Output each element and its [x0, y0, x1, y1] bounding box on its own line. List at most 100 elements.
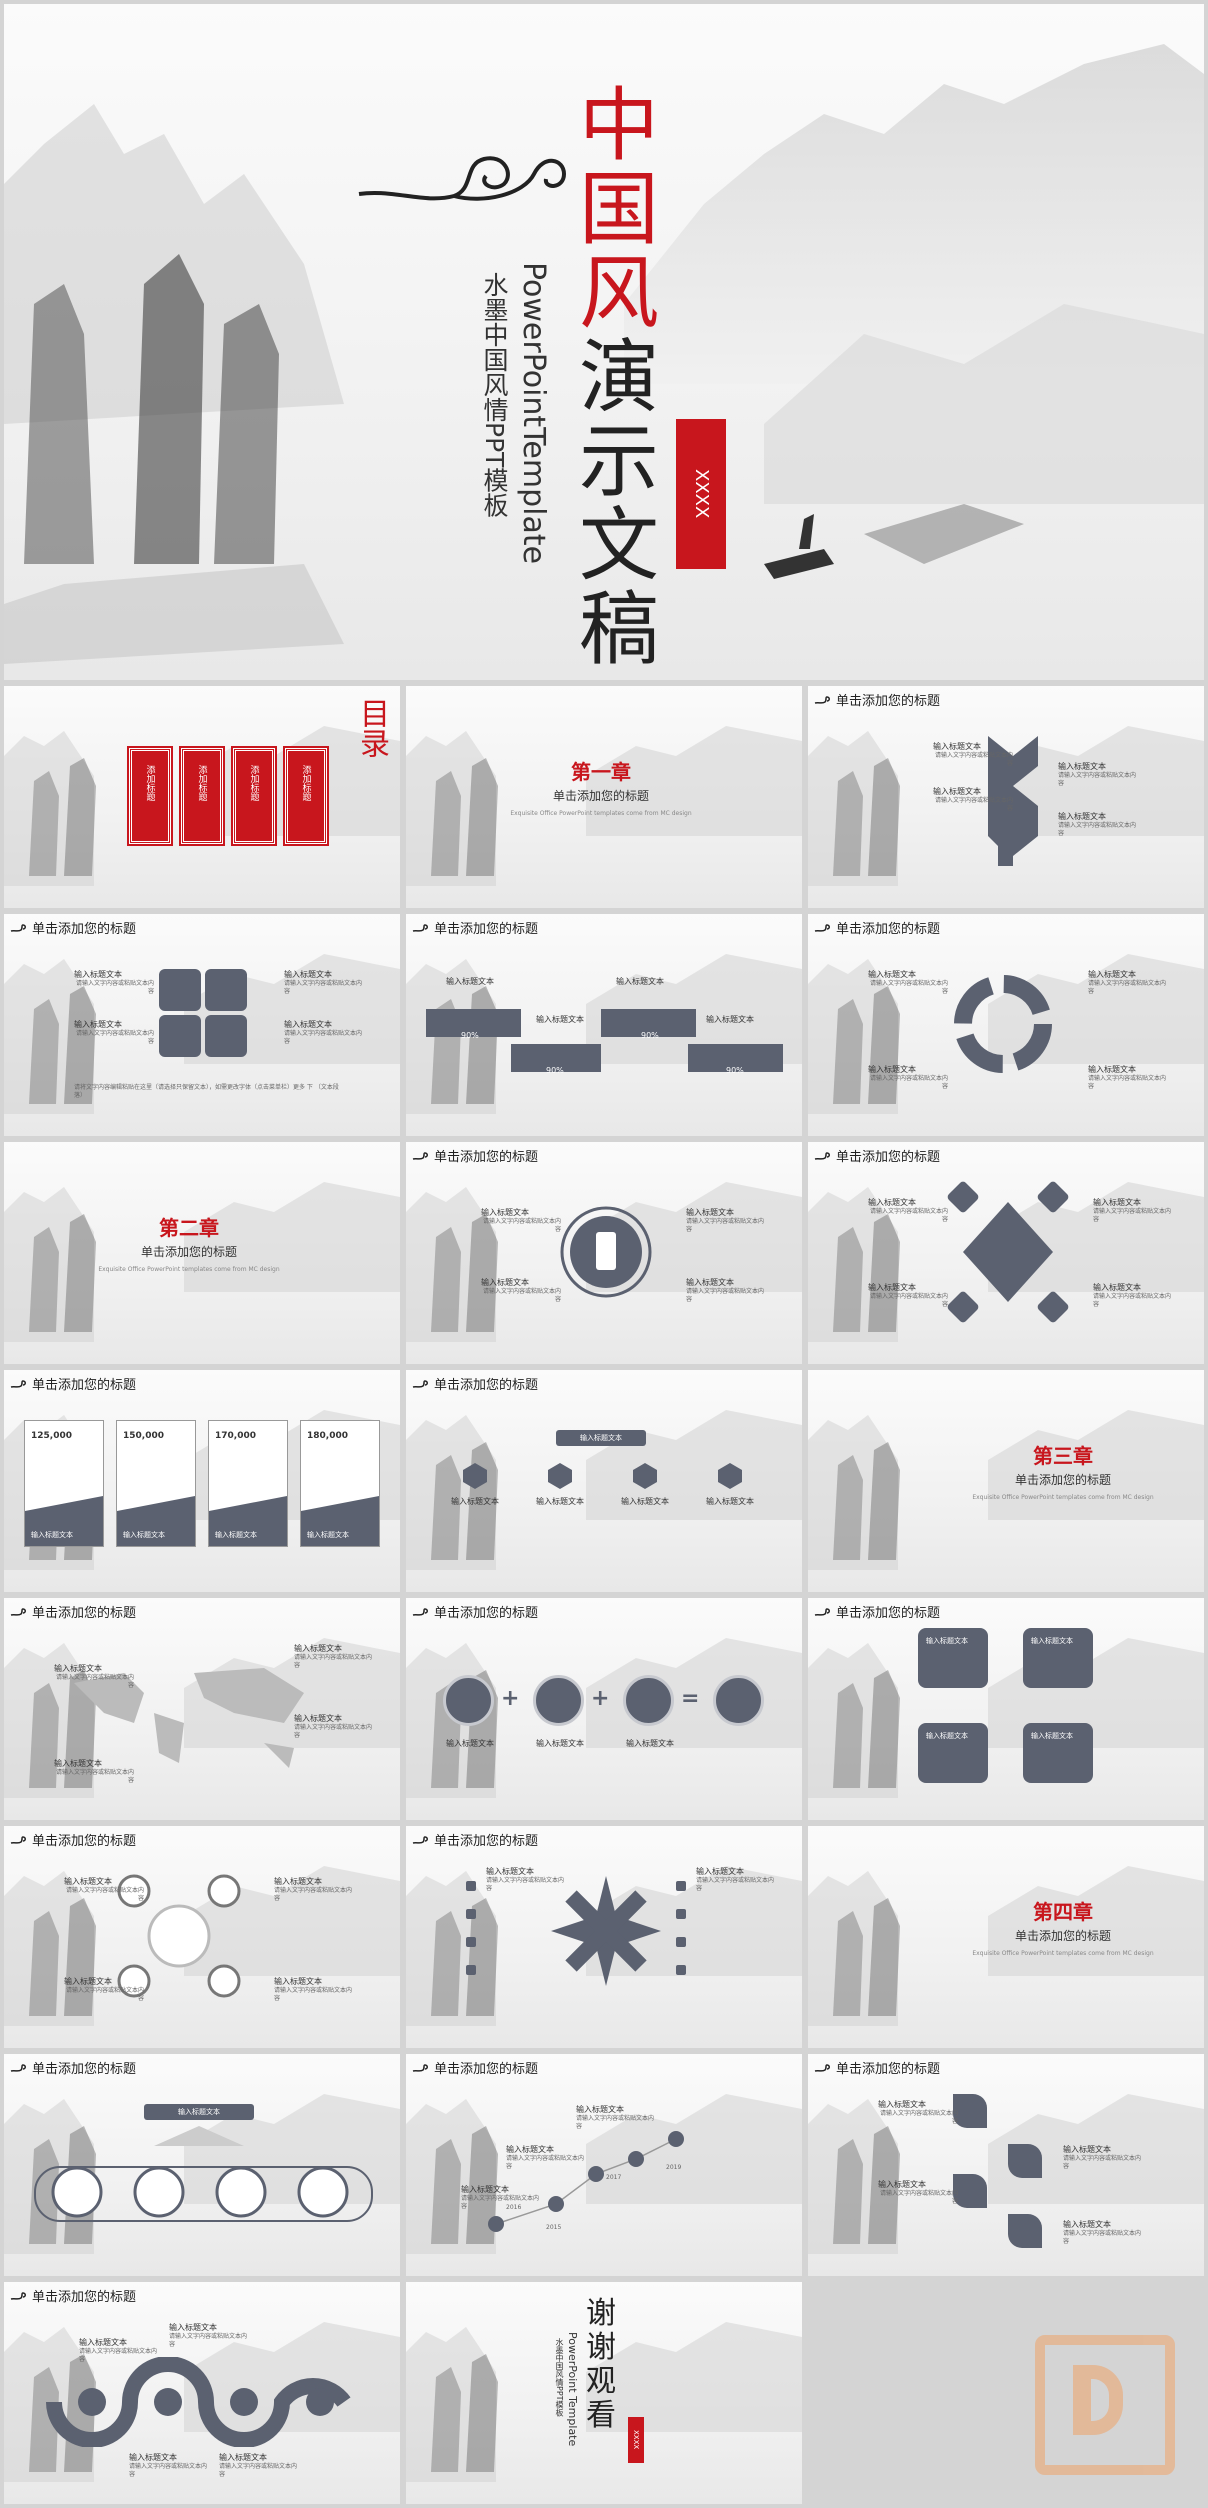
input-title-label: 输入标题文本 — [933, 742, 981, 751]
slide-title: 单击添加您的标题 — [836, 1606, 941, 1621]
slide-header: 单击添加您的标题 — [10, 918, 136, 937]
slide-thumbnail[interactable]: 单击添加您的标题 输入标题文本 请输入文字内容或粘贴文本内容 输入标题文本 请输入文… — [808, 686, 1204, 908]
slide-title: 单击添加您的标题 — [32, 922, 137, 937]
slide-thumbnail[interactable]: 单击添加您的标题 输入标题文本 请输入文字内容或粘贴文本内容 输入标题文本 请输入文… — [406, 1826, 802, 2048]
slide-thumbnail[interactable]: 单击添加您的标题 输入标题文本 请输入文字内容或粘贴文本内容 输入标题文本 请输入文… — [808, 914, 1204, 1136]
input-title-label: 输入标题文本 — [536, 1497, 584, 1506]
slide-header: 单击添加您的标题 — [10, 2058, 136, 2077]
body-text: 请输入文字内容或粘贴文本内容 — [75, 1030, 154, 1045]
slide-thumbnail[interactable]: 单击添加您的标题 输入标题文本 输入标题文本 输入标题文本 输入标题文本 输入标题文本 — [406, 1370, 802, 1592]
cover-title-char: 中 — [579, 79, 659, 172]
input-title-label: 输入标题文本 — [74, 970, 122, 979]
cover-slide[interactable]: 中 国 风 演 示 文 稿 PowerPointTemplate 水墨中国风情P… — [4, 4, 1204, 680]
input-title-label: 输入标题文本 — [1058, 762, 1106, 771]
chapter-block: 第三章 单击添加您的标题 Exquisite Office PowerPoint… — [948, 1440, 1178, 1501]
input-title-pill: 输入标题文本 — [556, 1430, 646, 1446]
slide-thumbnail[interactable]: 单击添加您的标题 输入标题文本 输入标题文本 输入标题文本 输入标题文本 — [808, 1598, 1204, 1820]
input-title-label: 输入标题文本 — [878, 2100, 926, 2109]
input-title-label: 输入标题文本 — [481, 1208, 529, 1217]
input-title-label: 输入标题文本 — [446, 1739, 494, 1748]
process-box: 输入标题文本 — [1023, 1723, 1093, 1783]
input-title-label: 输入标题文本 — [626, 1739, 674, 1748]
body-text: 请输入文字内容或粘贴文本内容 — [65, 1887, 144, 1902]
group-circle — [297, 2166, 349, 2218]
cycle-diagram — [954, 975, 1052, 1073]
toc-item[interactable]: 添加标题 — [283, 746, 329, 846]
group-frame — [34, 2166, 373, 2222]
slide-thumbnail[interactable]: 单击添加您的标题 125,000 输入标题文本 150,000 输入标题文本 1… — [4, 1370, 400, 1592]
slide-thumbnail[interactable]: 谢谢观看 PowerPoint Template 水墨中国风情PPT模板 XXX… — [406, 2282, 802, 2504]
thanks-seal: XXXX — [628, 2417, 644, 2463]
leaf-icon — [953, 2094, 987, 2128]
slide-thumbnail[interactable]: 单击添加您的标题 输入标题文本 请输入文字内容或粘贴文本内容 输入标题文本 请输入文… — [808, 2054, 1204, 2276]
cloud-icon — [10, 2291, 26, 2300]
body-text: 请输入文字内容或粘贴文本内容 — [1063, 2155, 1142, 2170]
thanks-char: 看 — [586, 2398, 616, 2433]
slide-thumbnail[interactable]: 目录 添加标题 添加标题 添加标题 添加标题 — [4, 686, 400, 908]
body-text: 请输入文字内容或粘贴文本内容 — [129, 2463, 208, 2478]
slide-thumbnail[interactable]: 单击添加您的标题 90% 90% 90% 90% 输入标题文本 输入标题文本 输入标题文本输… — [406, 914, 802, 1136]
slide-thumbnail[interactable]: 单击添加您的标题 输入标题文本 请输入文字内容或粘贴文本内容 输入标题文本 请输入文… — [808, 1142, 1204, 1364]
chapter-block: 第二章 单击添加您的标题 Exquisite Office PowerPoint… — [74, 1212, 304, 1273]
group-circle — [133, 2166, 185, 2218]
slide-thumbnail[interactable]: 单击添加您的标题 输入标题文本 请输入文字内容或粘贴文本内容 输入标题文本 请输入文… — [406, 1142, 802, 1364]
chapter-note: Exquisite Office PowerPoint templates co… — [972, 1494, 1154, 1501]
ink-landscape-art — [808, 2094, 1204, 2254]
number-card: 125,000 输入标题文本 — [24, 1420, 104, 1547]
input-title-label: 输入标题文本 — [274, 1877, 322, 1886]
input-title-label: 输入标题文本 — [451, 1497, 499, 1506]
input-title-label: 输入标题文本 — [506, 2145, 554, 2154]
slide-thumbnail[interactable]: 第一章 单击添加您的标题 Exquisite Office PowerPoint… — [406, 686, 802, 908]
toc-item[interactable]: 添加标题 — [127, 746, 173, 846]
chapter-title: 第四章 — [1033, 1900, 1093, 1924]
slide-thumbnail[interactable]: 单击添加您的标题 输入标题文本 请输入文字内容或粘贴文本内容 输入标题文本 请输入文… — [4, 1826, 400, 2048]
ring-diagram — [117, 1874, 241, 1998]
input-title-label: 输入标题文本 — [933, 787, 981, 796]
slide-header: 单击添加您的标题 — [412, 1374, 538, 1393]
diamond-diagram — [947, 1181, 1069, 1323]
cloud-icon — [412, 1151, 428, 1160]
toc-item-label: 添加标题 — [248, 765, 259, 801]
card-label: 输入标题文本 — [215, 1531, 257, 1539]
process-box: 输入标题文本 — [918, 1628, 988, 1688]
toc-item[interactable]: 添加标题 — [231, 746, 277, 846]
body-text: 请输入文字内容或粘贴文本内容 — [55, 1674, 134, 1689]
slide-thumbnail[interactable]: 单击添加您的标题 输入标题文本 请输入文字内容或粘贴文本内容 输入标题文本 请输入文… — [4, 1598, 400, 1820]
body-text: 请输入文字内容或粘贴文本内容 — [284, 1030, 363, 1045]
slide-header: 单击添加您的标题 — [814, 690, 940, 709]
body-text: 请输入文字内容或粘贴文本内容 — [879, 2110, 958, 2125]
chapter-note: Exquisite Office PowerPoint templates co… — [972, 1950, 1154, 1957]
slide-thumbnail[interactable]: 第三章 单击添加您的标题 Exquisite Office PowerPoint… — [808, 1370, 1204, 1592]
body-text: 请输入文字内容或粘贴文本内容 — [294, 1724, 373, 1739]
card-number: 125,000 — [31, 1431, 72, 1441]
slide-thumbnail[interactable]: 单击添加您的标题 输入标题文本 请输入文字内容或粘贴文本内容 输入标题文本 请输入文… — [4, 2282, 400, 2504]
equation-circle — [443, 1675, 494, 1726]
input-title-label: 输入标题文本 — [1088, 970, 1136, 979]
body-text: 请输入文字内容或粘贴文本内容 — [686, 1218, 765, 1233]
slide-thumbnail[interactable]: 单击添加您的标题 + + = 输入标题文本 输入标题文本 输入标题文本 — [406, 1598, 802, 1820]
star-diagram — [551, 1876, 661, 1986]
toc-item[interactable]: 添加标题 — [179, 746, 225, 846]
chapter-title: 第三章 — [1033, 1444, 1093, 1468]
input-title-label: 输入标题文本 — [294, 1714, 342, 1723]
slide-thumbnail[interactable]: 单击添加您的标题 2019 2017 2016 2015 输入标题文本 请输入文字内容或粘… — [406, 2054, 802, 2276]
body-text: 请输入文字内容或粘贴文本内容 — [169, 2333, 248, 2348]
slide-thumbnail[interactable]: 第二章 单击添加您的标题 Exquisite Office PowerPoint… — [4, 1142, 400, 1364]
slide-thumbnail[interactable]: 单击添加您的标题 输入标题文本 — [4, 2054, 400, 2276]
body-text: 请输入文字内容或粘贴文本内容 — [879, 2190, 958, 2205]
cover-title-char: 风 — [579, 247, 659, 340]
input-title-label: 输入标题文本 — [878, 2180, 926, 2189]
ink-landscape-art — [808, 1638, 1204, 1798]
chapter-subtitle: 单击添加您的标题 — [1014, 1473, 1111, 1487]
slide-title: 单击添加您的标题 — [434, 922, 539, 937]
cover-title-char: 演 — [579, 331, 659, 424]
body-text: 请输入文字内容或粘贴文本内容 — [1093, 1208, 1172, 1223]
slide-title: 单击添加您的标题 — [434, 1834, 539, 1849]
cover-title-char: 稿 — [579, 583, 659, 676]
body-text: 请输入文字内容或粘贴文本内容 — [934, 752, 1013, 767]
body-text: 请输入文字内容或粘贴文本内容 — [284, 980, 363, 995]
body-text: 请输入文字内容或粘贴文本内容 — [869, 1293, 948, 1308]
input-title-label: 输入标题文本 — [274, 1977, 322, 1986]
slide-thumbnail[interactable]: 单击添加您的标题 输入标题文本 请输入文字内容或粘贴文本内容 输入标题文本 请输入文… — [4, 914, 400, 1136]
slide-thumbnail[interactable]: 第四章 单击添加您的标题 Exquisite Office PowerPoint… — [808, 1826, 1204, 2048]
